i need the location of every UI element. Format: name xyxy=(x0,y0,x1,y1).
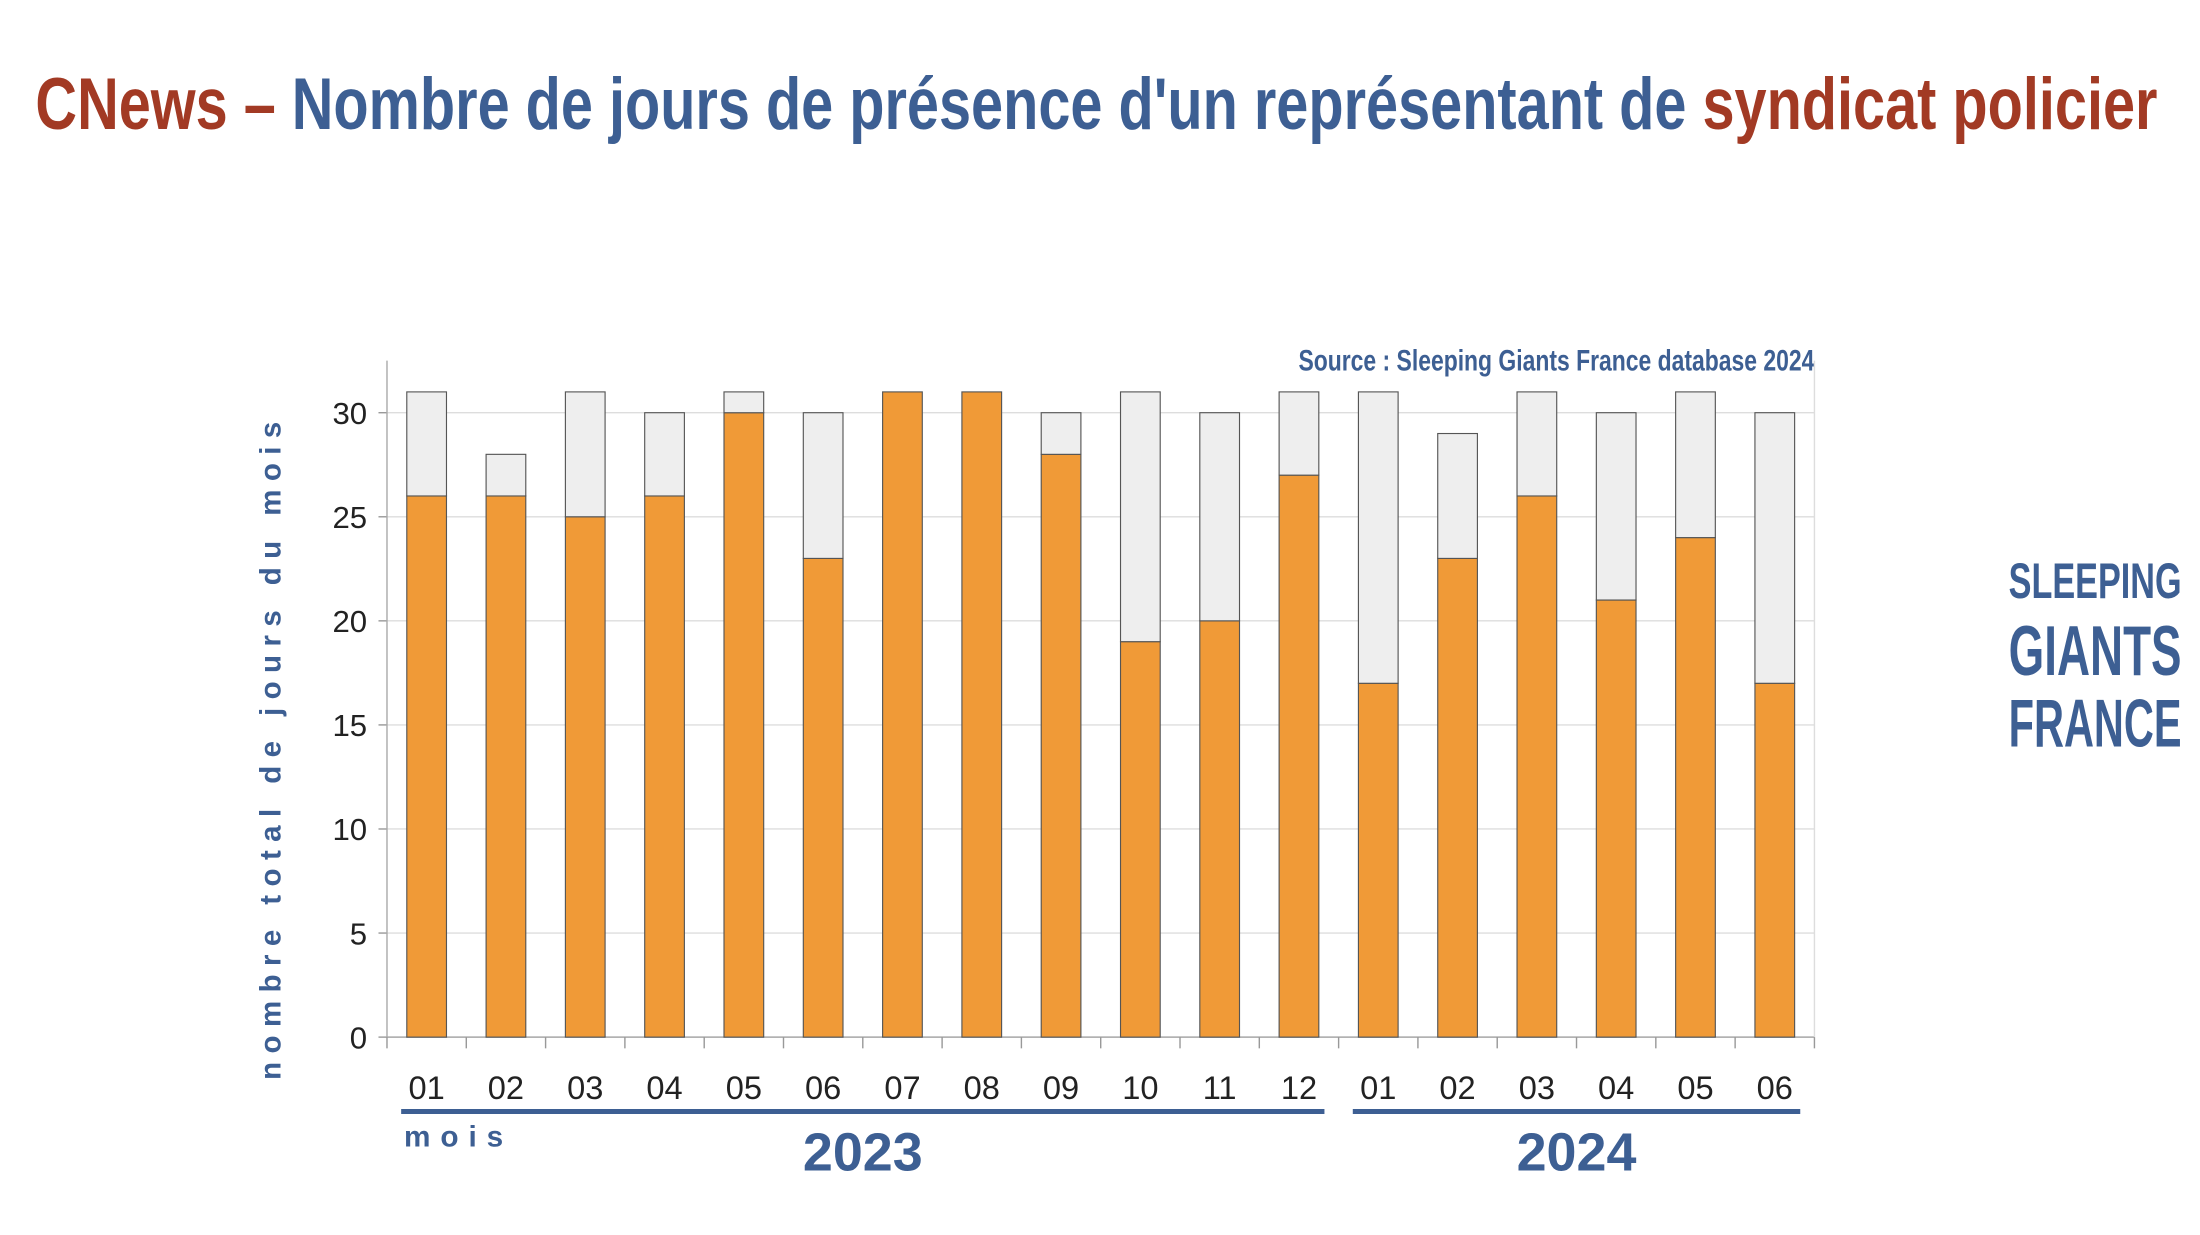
year-label: 2023 xyxy=(803,1123,923,1183)
y-tick-label: 0 xyxy=(350,1020,367,1055)
logo-line: GIANTS xyxy=(2009,611,2182,690)
bar-segment xyxy=(723,391,765,414)
y-tick-label: 5 xyxy=(350,916,367,951)
bar-segment xyxy=(644,495,685,1038)
source: Source : Sleeping Giants France database… xyxy=(1298,345,1814,378)
x-tick-label: 04 xyxy=(1598,1070,1634,1106)
bar-segment xyxy=(564,516,606,1038)
x-tick-label: 12 xyxy=(1281,1070,1317,1106)
bar-segment xyxy=(406,391,448,497)
x-tick-label: 06 xyxy=(1757,1070,1793,1106)
x-tick-label: 06 xyxy=(805,1070,841,1106)
logo-line: SLEEPING xyxy=(2009,552,2182,609)
x-tick-label: 07 xyxy=(884,1070,920,1106)
bar-segment xyxy=(1754,682,1796,1038)
bar-segment xyxy=(485,495,527,1038)
x-tick-label: 05 xyxy=(1677,1070,1713,1106)
bar-segment xyxy=(1437,557,1478,1038)
x-tick-label: 10 xyxy=(1122,1070,1158,1106)
bar-segment xyxy=(1516,495,1558,1038)
bar-segment xyxy=(1119,391,1161,643)
x-tick-label: 01 xyxy=(408,1070,444,1106)
x-tick-label: 09 xyxy=(1043,1070,1079,1106)
bar-segment xyxy=(1595,412,1637,601)
bar-segment xyxy=(961,391,1003,1038)
chart-title: CNews – Nombre de jours de présence d'un… xyxy=(35,63,2157,145)
title-part: syndicat policier xyxy=(1702,63,2157,145)
y-tick-label: 10 xyxy=(332,812,367,847)
bar-segment xyxy=(1516,391,1558,497)
y-axis-label: nombre total de jours du mois xyxy=(255,413,288,1079)
bar-segment xyxy=(1675,537,1716,1038)
title-part: Nombre de jours de présence d'un représe… xyxy=(292,63,1703,145)
logo-line: FRANCE xyxy=(2009,687,2182,762)
x-tick-label: 04 xyxy=(646,1070,682,1106)
y-tick-label: 30 xyxy=(332,396,367,431)
bar-segment xyxy=(1357,391,1399,684)
bar-segment xyxy=(1595,599,1637,1038)
bar-segment xyxy=(564,391,606,518)
x-tick-label: 02 xyxy=(488,1070,524,1106)
y-tick-label: 20 xyxy=(332,604,367,639)
bar-segment xyxy=(1675,391,1716,539)
year-label: 2024 xyxy=(1517,1123,1637,1183)
x-tick-label: 05 xyxy=(726,1070,762,1106)
y-tick-label: 25 xyxy=(332,500,367,535)
bar-segment xyxy=(1199,412,1241,622)
bar-segment xyxy=(802,557,844,1038)
bar-segment xyxy=(1754,412,1796,684)
x-tick-label: 02 xyxy=(1439,1070,1475,1106)
bar-segment xyxy=(1040,412,1082,455)
x-tick-label: 03 xyxy=(567,1070,603,1106)
x-axis-label: mois xyxy=(404,1121,513,1154)
bar-segment xyxy=(644,412,685,497)
bar-segment xyxy=(1040,453,1082,1038)
bar-segment xyxy=(1437,432,1478,559)
x-tick-label: 03 xyxy=(1519,1070,1555,1106)
bar-segment xyxy=(1357,682,1399,1038)
x-tick-label: 08 xyxy=(964,1070,1000,1106)
x-tick-label: 01 xyxy=(1360,1070,1396,1106)
bar-segment xyxy=(723,412,765,1038)
bar-segment xyxy=(802,412,844,559)
bar-segment xyxy=(485,453,527,497)
title-part: CNews – xyxy=(35,63,291,145)
bar-segment xyxy=(882,391,923,1038)
y-tick-label: 15 xyxy=(332,708,367,743)
x-tick-label: 11 xyxy=(1203,1070,1237,1106)
bar-segment xyxy=(1199,620,1241,1038)
bar-segment xyxy=(406,495,448,1038)
bar-segment xyxy=(1278,391,1320,476)
bar-segment xyxy=(1278,474,1320,1038)
bar-segment xyxy=(1119,641,1161,1038)
